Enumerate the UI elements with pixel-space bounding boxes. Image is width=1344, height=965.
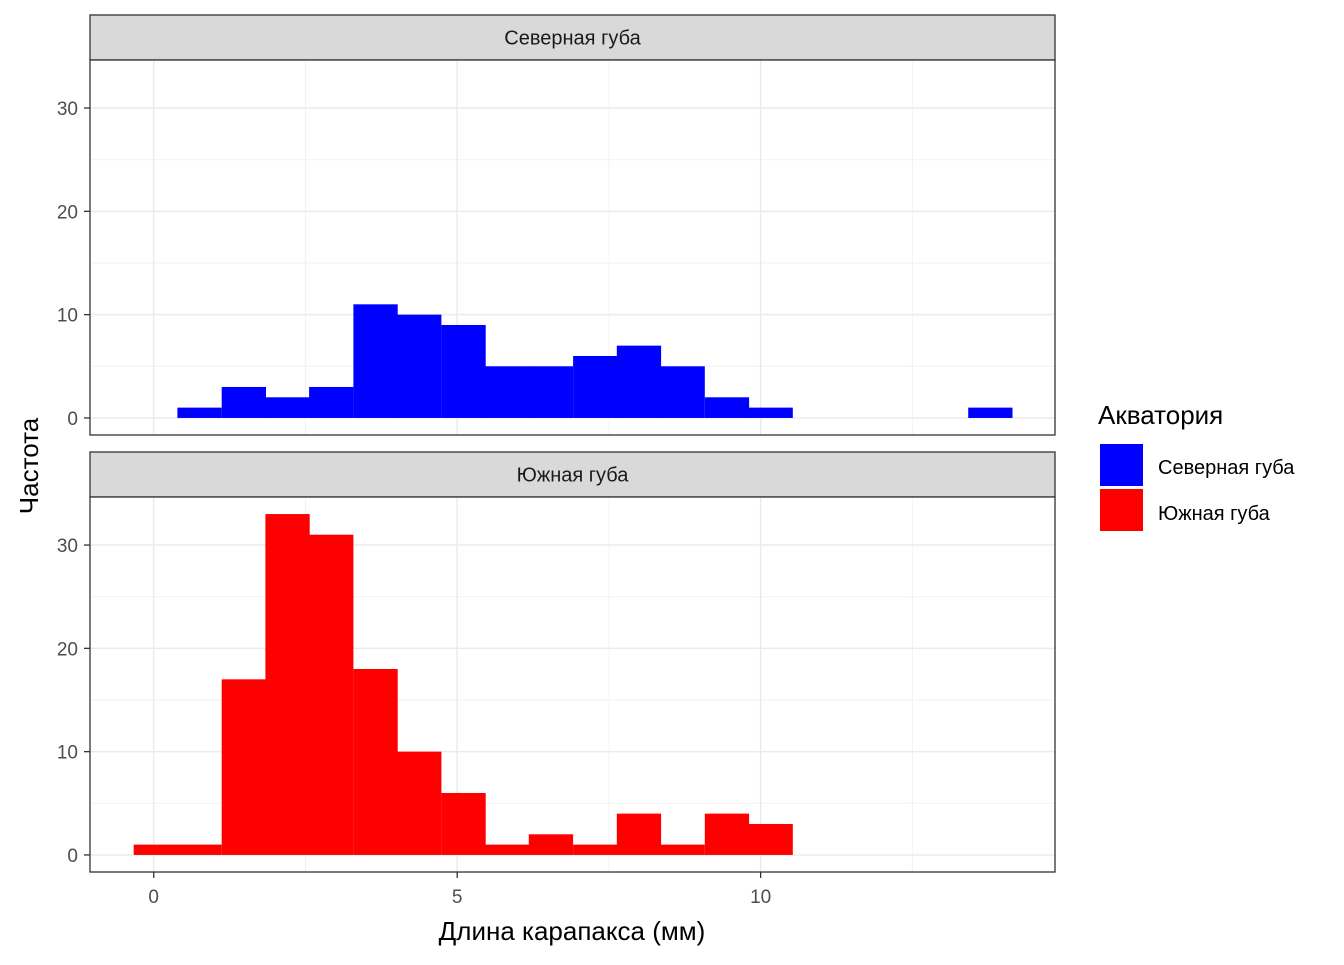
legend-label-north: Северная губа: [1158, 457, 1295, 479]
facet-panels: Северная губа 0 10 20 30 Южная губа 0 10 20 30: [57, 14, 1056, 873]
legend-label-south: Южная губа: [1158, 503, 1271, 525]
histogram-bar: [353, 304, 398, 418]
x-tick-label: 10: [750, 887, 771, 908]
histogram-bar: [397, 314, 442, 418]
histogram-bar: [968, 407, 1013, 418]
histogram-bar: [528, 834, 574, 855]
histogram-bar: [485, 844, 530, 855]
histogram-bar: [441, 792, 486, 855]
histogram-bar: [704, 397, 750, 418]
histogram-bar: [528, 366, 574, 418]
histogram-bar: [573, 355, 618, 418]
histogram-bar: [660, 844, 705, 855]
histogram-bar: [265, 514, 310, 855]
legend-title: Акватория: [1098, 400, 1223, 430]
facet-panel-0: Северная губа 0 10 20 30: [57, 14, 1056, 436]
x-tick-label: 0: [148, 887, 159, 908]
y-tick-label: 20: [57, 202, 78, 223]
x-axis-title: Длина карапакса (мм): [439, 916, 706, 946]
legend-item-south: Южная губа: [1100, 489, 1271, 531]
y-tick-label: 30: [57, 536, 78, 557]
y-tick-label: 0: [67, 409, 78, 430]
histogram-bar: [704, 813, 750, 855]
histogram-bar: [265, 397, 310, 418]
y-tick-label: 20: [57, 639, 78, 660]
histogram-bar: [309, 534, 354, 855]
legend-key-south: [1100, 489, 1143, 531]
y-axis-title: Частота: [14, 417, 44, 514]
histogram-bar: [573, 844, 618, 855]
panel-border-1: [89, 496, 1056, 873]
histogram-bar: [660, 366, 705, 418]
facet-panel-1: Южная губа 0 10 20 30: [57, 451, 1056, 873]
y-tick-label: 30: [57, 99, 78, 120]
histogram-bar: [353, 669, 398, 855]
histogram-bar: [133, 844, 178, 855]
legend-key-north: [1100, 444, 1143, 486]
histogram-bar: [748, 407, 793, 418]
histogram-bar: [616, 345, 662, 418]
histogram-bar: [616, 813, 662, 855]
facet-strip-1: [89, 451, 1056, 498]
x-tick-label: 5: [452, 887, 463, 908]
histogram-bar: [177, 844, 222, 855]
histogram-bar: [485, 366, 530, 418]
histogram-bar: [177, 407, 222, 418]
facet-strip-label-0: Северная губа: [504, 28, 641, 50]
facet-strip-label-1: Южная губа: [517, 465, 630, 487]
facet-strip-0: [89, 14, 1056, 61]
y-tick-label: 10: [57, 743, 78, 764]
x-axis: 0 5 10: [148, 872, 771, 908]
y-tick-label: 0: [67, 846, 78, 867]
y-tick-label: 10: [57, 306, 78, 327]
histogram-bar: [441, 324, 486, 418]
histogram-bar: [748, 823, 793, 855]
histogram-bar: [309, 386, 354, 418]
legend: Акватория Северная губа Южная губа: [1098, 400, 1295, 531]
histogram-bar: [397, 751, 442, 855]
legend-item-north: Северная губа: [1100, 444, 1295, 486]
panel-border-0: [89, 59, 1056, 436]
histogram-bar: [221, 386, 266, 418]
histogram-bar: [221, 679, 266, 855]
